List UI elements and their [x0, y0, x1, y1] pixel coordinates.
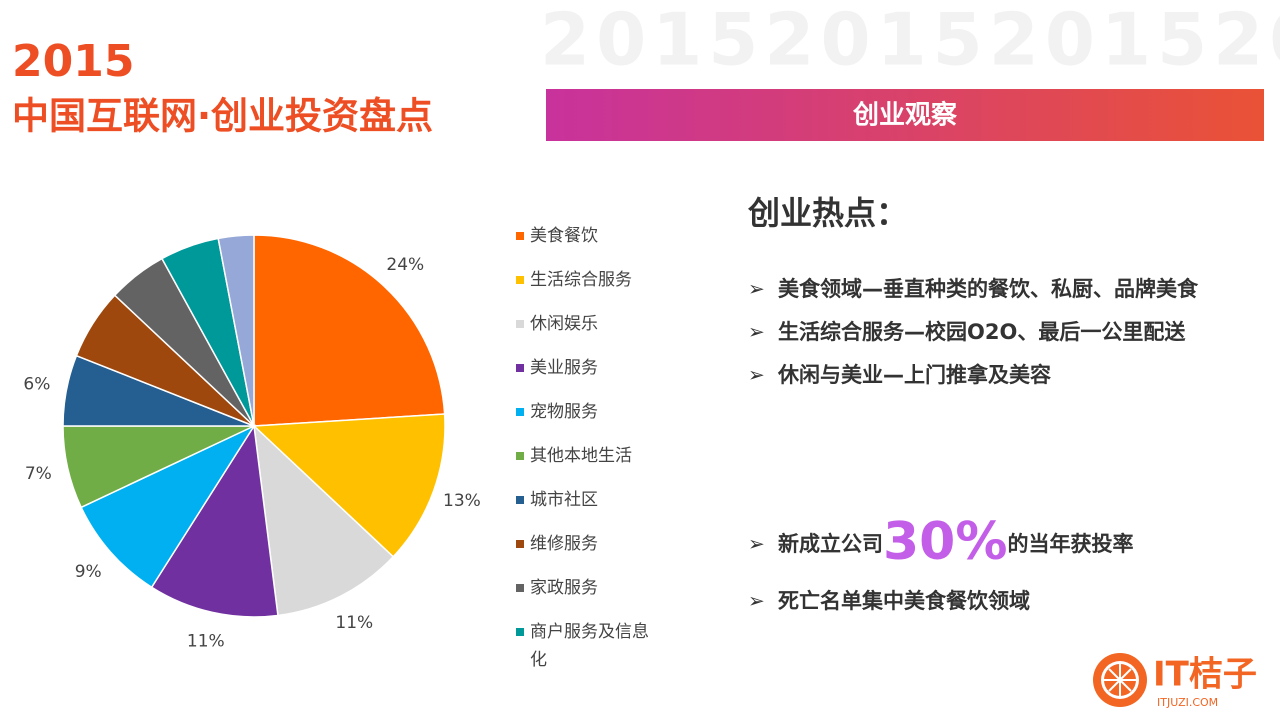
stat: 死亡名单集中美食餐饮领域 [778, 589, 1030, 613]
legend-swatch [516, 628, 524, 636]
legend-label: 维修服务 [530, 534, 598, 554]
slice-label: 6% [23, 375, 50, 395]
slice-label: 7% [25, 464, 52, 484]
logo-icon [1093, 653, 1147, 707]
legend-item: 美业服务 [512, 354, 662, 398]
bullet-arrow: ➢ [748, 532, 765, 556]
bullet-arrow: ➢ [748, 589, 765, 613]
slice-label: 9% [75, 562, 102, 582]
pie-slice [80, 424, 257, 589]
legend-item: 其他本地生活 [512, 442, 662, 486]
legend-item: 生活综合服务 [512, 266, 662, 310]
legend-label: 美食餐饮 [530, 226, 598, 246]
stat-highlight: 30% [883, 512, 1007, 572]
legend-swatch [516, 232, 524, 240]
legend-swatch [516, 276, 524, 284]
bullet-arrow: ➢ [748, 363, 765, 387]
legend-item: 美食餐饮 [512, 222, 662, 266]
legend-label: 休闲娱乐 [530, 314, 598, 334]
banner-bar [546, 89, 1264, 141]
legend-swatch [516, 364, 524, 372]
hotspot-item: 美食领域—垂直种类的餐饮、私厨、品牌美食 [778, 277, 1199, 301]
banner-text: 创业观察 [852, 101, 958, 131]
bullet-arrow: ➢ [748, 277, 765, 301]
legend-label: 其他本地生活 [530, 446, 632, 466]
legend-swatch [516, 320, 524, 328]
logo-name: IT桔子 [1153, 655, 1257, 695]
stat: 新成立公司30%的当年获投率 [778, 512, 1133, 572]
title: 中国互联网·创业投资盘点 [12, 95, 433, 138]
stat-after: 的当年获投率 [1007, 532, 1133, 556]
pie-slice [253, 234, 446, 427]
legend-label: 生活综合服务 [530, 270, 632, 290]
logo-url: ITJUZI.COM [1157, 696, 1218, 709]
pie-slice [252, 424, 395, 617]
legend-item: 休闲娱乐 [512, 310, 662, 354]
heading: 创业热点： [747, 194, 908, 232]
legend-swatch [516, 584, 524, 592]
legend-swatch [516, 540, 524, 548]
slice-label: 13% [443, 491, 481, 511]
slice-label: 11% [187, 632, 225, 652]
stat-before: 新成立公司 [778, 532, 883, 556]
hotspot-item: 休闲与美业—上门推拿及美容 [777, 363, 1051, 387]
legend-swatch [516, 452, 524, 460]
legend-label: 宠物服务 [530, 402, 598, 422]
legend-label: 家政服务 [530, 578, 598, 598]
legend-swatch [516, 496, 524, 504]
pie-slice [252, 413, 446, 558]
slice-label: 24% [386, 255, 424, 275]
legend-item: 家政服务 [512, 574, 662, 618]
legend-label: 城市社区 [530, 490, 598, 510]
legend-label: 美业服务 [530, 358, 598, 378]
slice-label: 11% [335, 613, 373, 633]
pie-slice [217, 234, 255, 427]
legend-item: 城市社区 [512, 486, 662, 530]
hotspot-item: 生活综合服务—校园O2O、最后一公里配送 [778, 320, 1186, 344]
legend-label: 商户服务及信息化 [530, 622, 649, 670]
legend: 美食餐饮生活综合服务 休闲娱乐美业服务宠物服务其他本地生活 城市社区维修服务家政服务… [512, 222, 662, 674]
legend-swatch [516, 408, 524, 416]
pie-slice [150, 423, 279, 618]
year: 2015 [12, 36, 134, 87]
watermark: 2015201520152015 [540, 0, 1280, 82]
bullet-arrow: ➢ [748, 320, 765, 344]
legend-item: 宠物服务 [512, 398, 662, 442]
legend-item: 维修服务 [512, 530, 662, 574]
legend-item: 商户服务及信息化 [512, 618, 662, 674]
